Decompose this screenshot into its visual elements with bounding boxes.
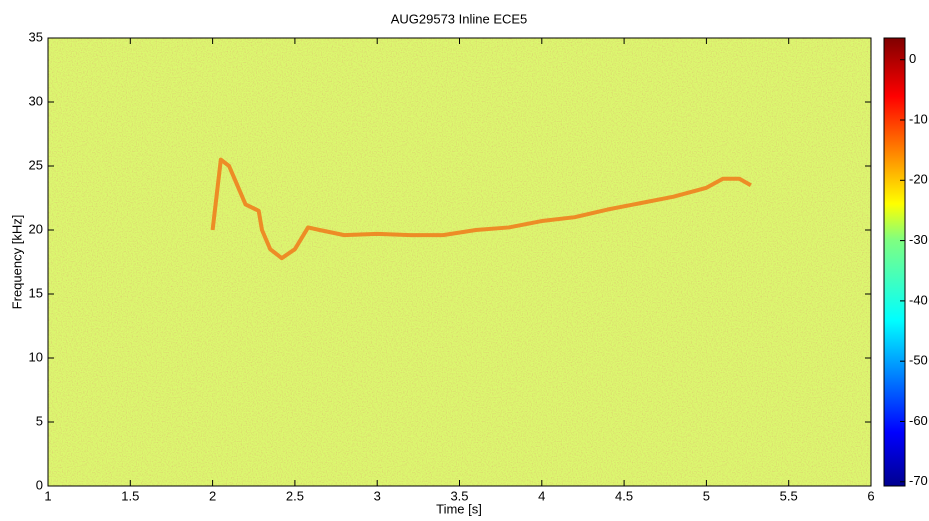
colorbar (883, 37, 906, 487)
x-tick-label: 3.5 (450, 488, 468, 503)
y-tick-label: 15 (29, 285, 43, 300)
colorbar-tick-label: -20 (909, 172, 928, 187)
x-tick-label: 5.5 (780, 488, 798, 503)
y-tick-label: 20 (29, 221, 43, 236)
x-axis-label: Time [s] (436, 501, 482, 516)
x-tick-label: 3 (374, 488, 381, 503)
x-tick-label: 2 (209, 488, 216, 503)
plot-noise (48, 38, 871, 486)
y-tick-label: 25 (29, 157, 43, 172)
x-tick-label: 6 (867, 488, 874, 503)
y-tick-label: 10 (29, 349, 43, 364)
y-tick-label: 0 (36, 477, 43, 492)
x-tick-label: 1.5 (121, 488, 139, 503)
colorbar-tick-label: -50 (909, 353, 928, 368)
colorbar-tick-label: -60 (909, 413, 928, 428)
colorbar-tick-label: -10 (909, 111, 928, 126)
colorbar-tick-label: 0 (909, 51, 916, 66)
x-tick-label: 4.5 (615, 488, 633, 503)
x-tick-label: 1 (44, 488, 51, 503)
y-axis-label: Frequency [kHz] (9, 215, 24, 310)
y-tick-label: 5 (36, 413, 43, 428)
x-tick-label: 4 (538, 488, 545, 503)
mode-trace (210, 157, 752, 261)
colorbar-tick-label: -40 (909, 292, 928, 307)
x-tick-label: 2.5 (286, 488, 304, 503)
colorbar-tick-label: -70 (909, 473, 928, 488)
y-tick-label: 30 (29, 93, 43, 108)
x-tick-label: 5 (703, 488, 710, 503)
y-tick-label: 35 (29, 29, 43, 44)
chart-title: AUG29573 Inline ECE5 (391, 11, 528, 26)
colorbar-tick-label: -30 (909, 232, 928, 247)
